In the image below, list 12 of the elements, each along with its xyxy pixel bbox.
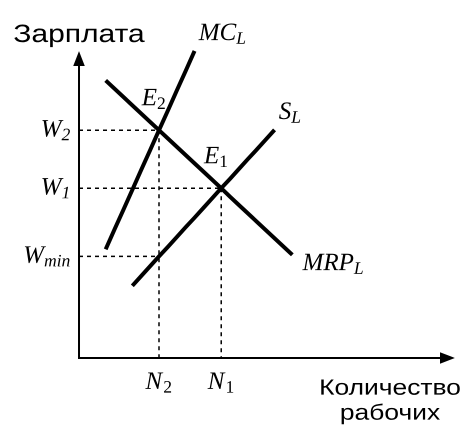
- series-label: W$_{min}$: [24, 246, 70, 266]
- series-label: MRP$_{L}$: [302, 254, 363, 274]
- x-axis-title: Количество рабочих: [321, 380, 460, 424]
- series-label: W$_{1}$: [42, 178, 68, 198]
- series-label: S$_{L}$: [279, 102, 300, 123]
- x-tick-label: N$_{1}$: [207, 372, 234, 393]
- x-tick-label: N$_{2}$: [145, 372, 172, 393]
- series-label: W$_{2}$: [42, 120, 70, 140]
- series-label: MC$_{L}$: [198, 24, 246, 44]
- annotation: E$_{2}$: [141, 88, 165, 109]
- annotation: E$_{1}$: [204, 146, 227, 168]
- y-axis-title: Зарплата: [14, 24, 145, 48]
